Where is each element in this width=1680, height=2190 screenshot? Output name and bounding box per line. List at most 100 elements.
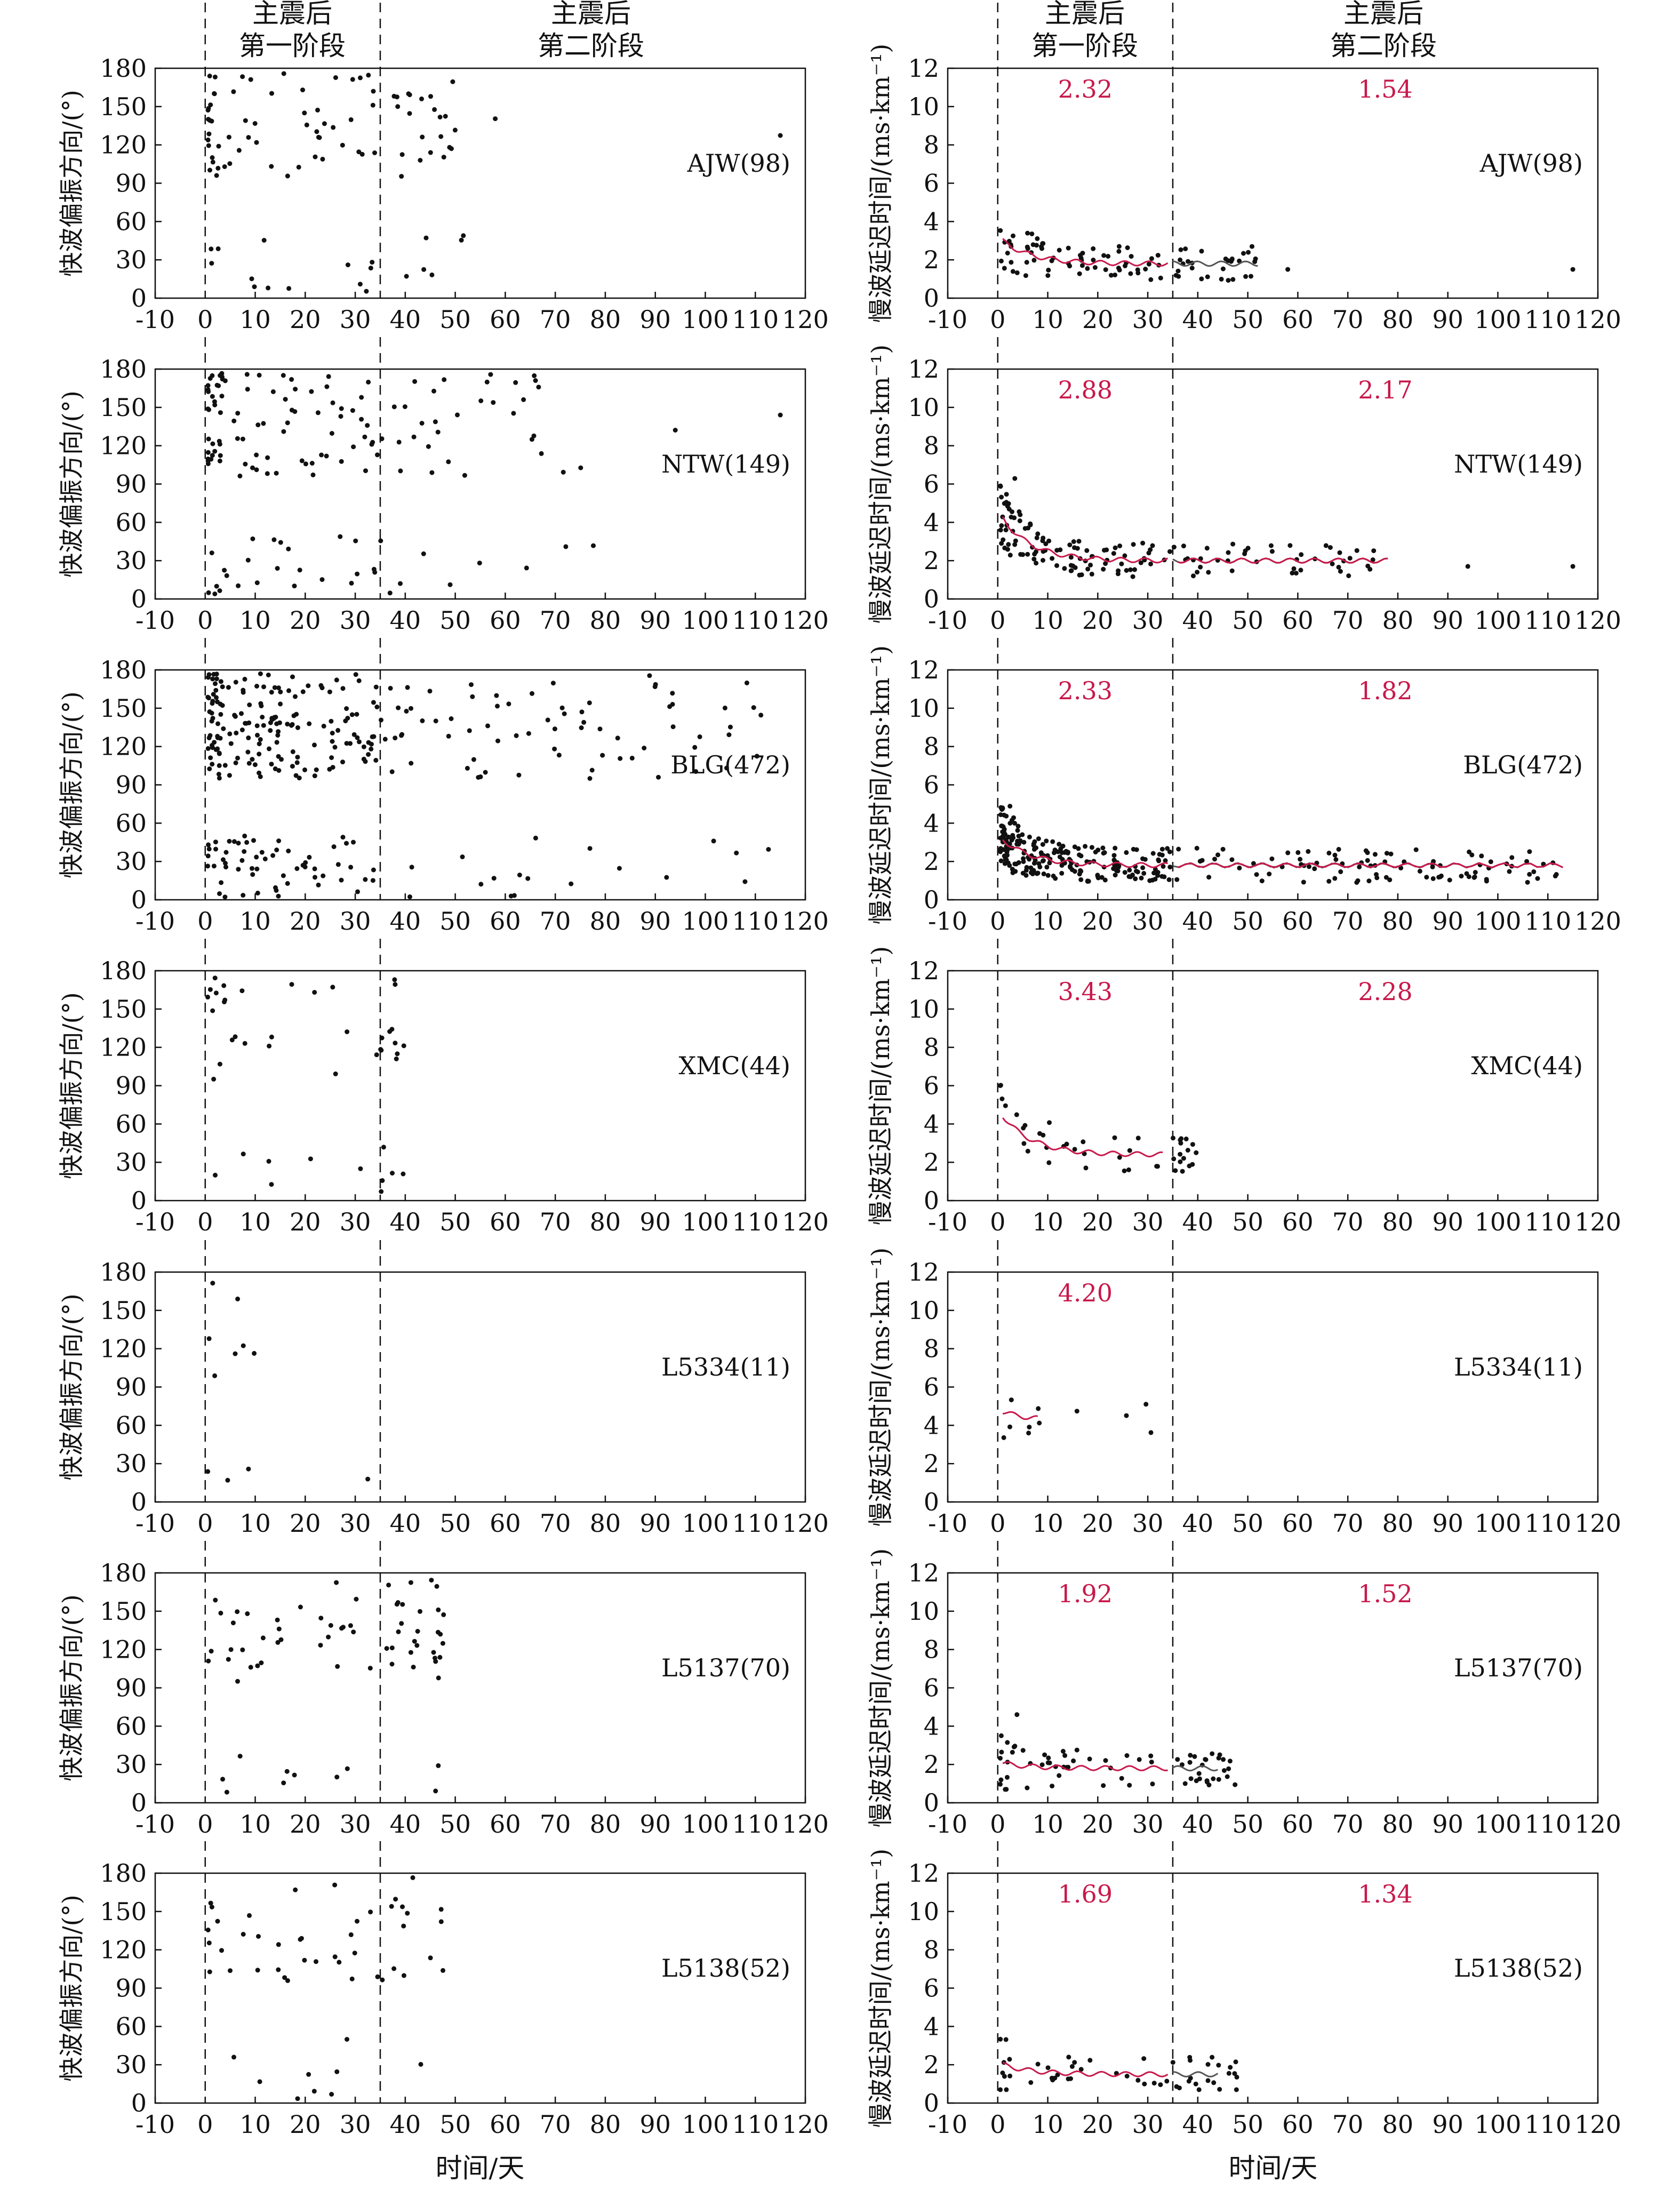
delay-point bbox=[1465, 564, 1470, 569]
right-x-tick-label: 80 bbox=[1382, 606, 1414, 635]
polarization-point bbox=[267, 746, 271, 752]
right-x-tick-label: 10 bbox=[1032, 1810, 1063, 1839]
polarization-point bbox=[205, 383, 211, 388]
delay-point bbox=[1013, 538, 1018, 543]
polarization-point bbox=[216, 143, 221, 149]
left-y-tick-label: 60 bbox=[115, 2012, 147, 2041]
right-x-tick-label: 70 bbox=[1332, 1810, 1364, 1839]
right-x-tick-label: 90 bbox=[1432, 1509, 1463, 1538]
polarization-point bbox=[326, 1634, 331, 1640]
delay-point bbox=[1045, 273, 1051, 278]
polarization-point bbox=[405, 1911, 410, 1916]
delay-point bbox=[1012, 1744, 1018, 1749]
polarization-point bbox=[355, 1919, 359, 1924]
delay-point bbox=[1076, 846, 1081, 851]
delay-point bbox=[1178, 247, 1183, 252]
delay-point bbox=[1570, 564, 1575, 569]
left-x-tick-label: 30 bbox=[340, 1810, 371, 1839]
polarization-point bbox=[219, 374, 225, 380]
left-x-tick-label: 0 bbox=[197, 1509, 213, 1538]
delay-point bbox=[1067, 263, 1073, 269]
polarization-point bbox=[240, 74, 245, 79]
delay-point bbox=[1067, 542, 1073, 548]
left-x-tick-label: -10 bbox=[135, 606, 175, 635]
left-y-tick-label: 90 bbox=[115, 1072, 147, 1100]
delay-point bbox=[1525, 880, 1530, 885]
polarization-point bbox=[299, 458, 305, 463]
delay-point bbox=[1237, 865, 1242, 870]
right-x-tick-label: 110 bbox=[1524, 606, 1571, 635]
polarization-point bbox=[348, 865, 354, 870]
left-x-tick-label: 10 bbox=[239, 1509, 271, 1538]
polarization-point bbox=[407, 894, 412, 899]
delay-point bbox=[1293, 571, 1299, 576]
left-x-tick-label: 120 bbox=[782, 606, 829, 635]
delay-point bbox=[1124, 568, 1129, 573]
polarization-point bbox=[359, 417, 364, 422]
polarization-point bbox=[321, 873, 326, 878]
delay-point bbox=[1181, 1156, 1186, 1161]
polarization-point bbox=[356, 678, 362, 683]
polarization-point bbox=[434, 1584, 439, 1589]
right-station-label: L5138(52) bbox=[1454, 1954, 1583, 1983]
right-y-axis-label: 慢波延迟时间/(ms·km⁻¹) bbox=[866, 1849, 895, 2128]
polarization-point bbox=[379, 1035, 385, 1041]
delay-point bbox=[1570, 267, 1575, 272]
polarization-point bbox=[289, 377, 294, 382]
polarization-point bbox=[285, 1978, 290, 1983]
right-x-tick-label: 100 bbox=[1475, 1810, 1522, 1839]
polarization-point bbox=[446, 459, 451, 465]
delay-point bbox=[1111, 853, 1117, 858]
polarization-point bbox=[254, 467, 259, 473]
polarization-point bbox=[349, 1976, 355, 1981]
polarization-point bbox=[589, 768, 595, 773]
delay-point bbox=[1323, 543, 1329, 548]
delay-point bbox=[1285, 850, 1291, 856]
delay-point bbox=[999, 523, 1004, 528]
polarization-point bbox=[354, 712, 359, 717]
delay-point bbox=[1009, 1397, 1014, 1403]
polarization-point bbox=[438, 1919, 444, 1924]
polarization-point bbox=[532, 373, 537, 378]
delay-point bbox=[1103, 267, 1108, 273]
left-station-label: XMC(44) bbox=[679, 1051, 790, 1080]
polarization-point bbox=[319, 577, 325, 582]
polarization-point bbox=[373, 757, 379, 763]
polarization-point bbox=[222, 894, 228, 900]
polarization-point bbox=[349, 712, 355, 717]
delay-point bbox=[1066, 245, 1071, 251]
polarization-point bbox=[209, 550, 214, 556]
polarization-point bbox=[290, 722, 295, 727]
delay-point bbox=[1050, 2077, 1055, 2083]
polarization-point bbox=[290, 764, 295, 769]
polarization-point bbox=[330, 731, 335, 736]
polarization-point bbox=[392, 977, 397, 982]
delay-point bbox=[1002, 545, 1007, 550]
phase2-mean-label: 2.28 bbox=[1358, 977, 1412, 1006]
delay-point bbox=[1229, 857, 1235, 862]
left-x-tick-label: 90 bbox=[639, 1208, 671, 1236]
delay-point bbox=[1006, 507, 1012, 511]
polarization-point bbox=[452, 127, 458, 133]
left-x-tick-label: 50 bbox=[439, 2110, 471, 2139]
polarization-point bbox=[316, 134, 321, 140]
delay-point bbox=[1203, 1757, 1208, 1762]
delay-point bbox=[1193, 2081, 1198, 2087]
polarization-point bbox=[300, 87, 305, 93]
polarization-point bbox=[205, 1469, 211, 1474]
delay-point bbox=[1133, 868, 1139, 874]
right-panel-6: -10 0 10 20 30 40 50 60 70 80 90 100 110 120024681012… bbox=[908, 1841, 1621, 2139]
polarization-point bbox=[213, 846, 218, 852]
polarization-point bbox=[330, 400, 335, 405]
delay-point bbox=[1003, 527, 1009, 533]
polarization-point bbox=[258, 737, 263, 742]
delay-point bbox=[1346, 573, 1351, 578]
polarization-point bbox=[212, 976, 218, 981]
polarization-point bbox=[517, 873, 522, 877]
delay-point bbox=[1040, 858, 1045, 864]
right-y-tick-label: 6 bbox=[924, 470, 939, 499]
polarization-point bbox=[213, 681, 218, 686]
delay-point bbox=[1148, 547, 1153, 553]
polarization-point bbox=[295, 755, 300, 760]
right-station-label: BLG(472) bbox=[1463, 750, 1583, 779]
